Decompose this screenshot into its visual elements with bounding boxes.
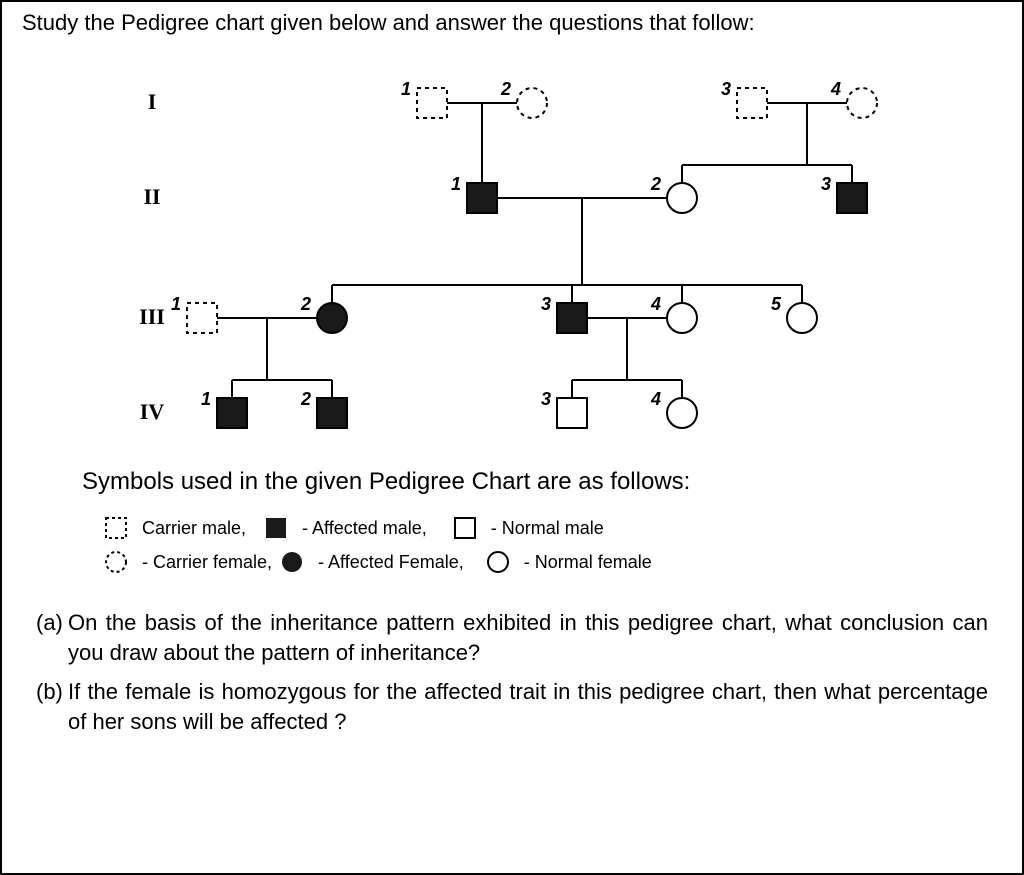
page: Study the Pedigree chart given below and… [0, 0, 1024, 875]
svg-text:4: 4 [650, 389, 661, 409]
svg-text:3: 3 [721, 79, 731, 99]
svg-text:III: III [139, 304, 165, 329]
legend-carrier-male-label: Carrier male, [142, 518, 246, 539]
legend-affected-female-label: - Affected Female, [318, 552, 464, 573]
svg-text:1: 1 [171, 294, 181, 314]
svg-text:IV: IV [140, 399, 165, 424]
questions: (a) On the basis of the inheritance patt… [36, 608, 988, 737]
legend-normal-male-label: - Normal male [491, 518, 604, 539]
pedigree-chart: IIIIIIIV1234123123451234 [32, 48, 992, 448]
svg-text:I: I [148, 89, 157, 114]
svg-text:2: 2 [650, 174, 661, 194]
pedigree-svg: IIIIIIIV1234123123451234 [32, 48, 992, 448]
normal-male-icon [451, 514, 479, 542]
instruction-text: Study the Pedigree chart given below and… [22, 10, 1002, 36]
affected-male-icon [262, 514, 290, 542]
svg-text:2: 2 [500, 79, 511, 99]
legend-title: Symbols used in the given Pedigree Chart… [82, 468, 972, 496]
svg-text:3: 3 [821, 174, 831, 194]
svg-text:2: 2 [300, 294, 311, 314]
svg-text:1: 1 [451, 174, 461, 194]
svg-text:4: 4 [830, 79, 841, 99]
legend-row-male: Carrier male, - Affected male, - Normal … [102, 514, 1002, 542]
svg-text:5: 5 [771, 294, 782, 314]
question-b-text: If the female is homozygous for the affe… [68, 677, 988, 736]
legend-normal-female-label: - Normal female [524, 552, 652, 573]
question-b: (b) If the female is homozygous for the … [36, 677, 988, 736]
question-b-label: (b) [36, 677, 68, 736]
question-a: (a) On the basis of the inheritance patt… [36, 608, 988, 667]
svg-text:II: II [143, 184, 160, 209]
svg-text:4: 4 [650, 294, 661, 314]
svg-text:1: 1 [401, 79, 411, 99]
svg-text:3: 3 [541, 294, 551, 314]
svg-text:1: 1 [201, 389, 211, 409]
legend-row-female: - Carrier female, - Affected Female, - N… [102, 548, 1002, 576]
question-a-label: (a) [36, 608, 68, 667]
svg-text:2: 2 [300, 389, 311, 409]
legend-carrier-female-label: - Carrier female, [142, 552, 272, 573]
affected-female-icon [278, 548, 306, 576]
svg-text:3: 3 [541, 389, 551, 409]
question-a-text: On the basis of the inheritance pattern … [68, 608, 988, 667]
legend-affected-male-label: - Affected male, [302, 518, 427, 539]
carrier-female-icon [102, 548, 130, 576]
carrier-male-icon [102, 514, 130, 542]
normal-female-icon [484, 548, 512, 576]
